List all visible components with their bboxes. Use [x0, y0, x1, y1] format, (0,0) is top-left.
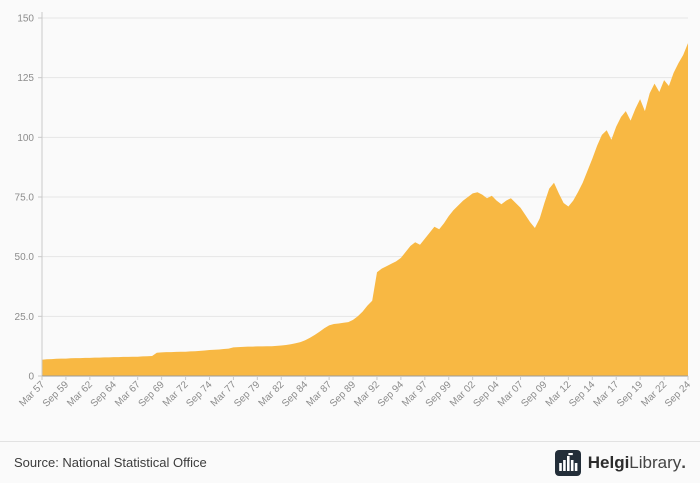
svg-text:25.0: 25.0: [15, 312, 35, 323]
svg-text:Sep 09: Sep 09: [519, 379, 549, 409]
svg-text:Sep 69: Sep 69: [137, 379, 167, 409]
svg-text:Sep 94: Sep 94: [376, 379, 406, 409]
footer: Source: National Statistical Office Helg…: [0, 441, 700, 483]
svg-text:Sep 99: Sep 99: [424, 379, 454, 409]
svg-text:Sep 14: Sep 14: [567, 379, 597, 409]
logo-text: HelgiLibrary.: [588, 453, 686, 473]
svg-text:Sep 74: Sep 74: [184, 379, 214, 409]
area-series: [42, 43, 688, 376]
source-text: Source: National Statistical Office: [14, 455, 207, 470]
chart: 0 25.0 50.0 75.0 100 125 150 Mar 57 Sep 59 Mar 62…: [15, 12, 693, 410]
svg-text:150: 150: [17, 14, 34, 25]
svg-text:Sep 89: Sep 89: [328, 379, 358, 409]
svg-text:75.0: 75.0: [15, 193, 35, 204]
svg-text:Sep 04: Sep 04: [472, 379, 502, 409]
helgi-library-logo[interactable]: HelgiLibrary.: [554, 449, 686, 476]
helgi-logo-icon: [554, 449, 581, 476]
logo-text-helgi: Helgi: [587, 452, 630, 472]
svg-text:125: 125: [17, 73, 34, 84]
svg-text:Sep 79: Sep 79: [232, 379, 262, 409]
svg-text:50.0: 50.0: [15, 252, 35, 263]
svg-text:Sep 84: Sep 84: [280, 379, 310, 409]
svg-text:100: 100: [17, 133, 34, 144]
svg-text:Sep 59: Sep 59: [41, 379, 71, 409]
svg-text:Sep 19: Sep 19: [615, 379, 645, 409]
svg-text:Sep 24: Sep 24: [663, 379, 693, 409]
logo-text-library: Library: [629, 452, 682, 472]
logo-text-dot: .: [681, 452, 686, 472]
svg-text:Sep 64: Sep 64: [89, 379, 119, 409]
svg-text:0: 0: [28, 372, 34, 383]
